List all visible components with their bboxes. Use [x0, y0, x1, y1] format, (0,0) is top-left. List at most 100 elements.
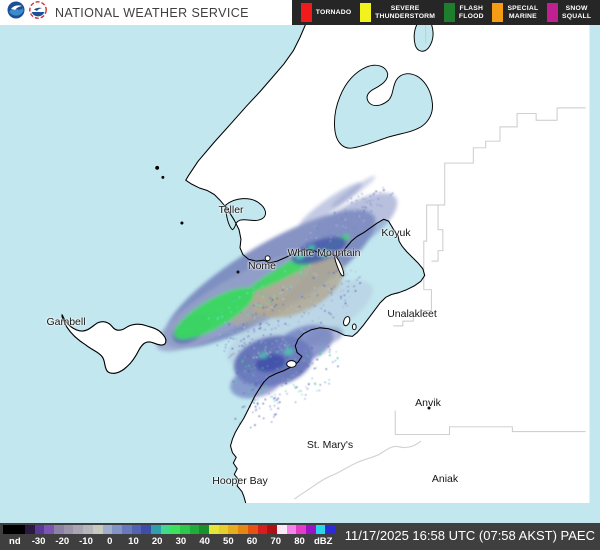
radar-speckle [292, 384, 295, 386]
colorbar-segment [296, 525, 306, 534]
radar-speckle [255, 312, 257, 315]
colorbar-tick: -10 [79, 536, 93, 547]
radar-speckle [332, 218, 334, 221]
radar-speckle [310, 288, 312, 291]
radar-speckle [306, 354, 308, 357]
radar-speckle [263, 314, 266, 316]
radar-speckle [253, 352, 255, 355]
radar-speckle [340, 297, 342, 300]
radar-speckle [266, 349, 268, 352]
radar-speckle [268, 323, 270, 326]
radar-speckle [334, 211, 336, 214]
radar-speckle [286, 288, 289, 290]
radar-speckle [285, 382, 287, 385]
radar-speckle [305, 272, 308, 275]
radar-speckle [333, 276, 336, 279]
radar-speckle [252, 392, 255, 395]
radar-speckle [248, 325, 251, 328]
radar-speckle [275, 360, 278, 363]
radar-speckle [254, 405, 257, 408]
radar-speckle [240, 312, 242, 314]
colorbar-tick: nd [9, 536, 21, 547]
radar-speckle [322, 304, 325, 307]
radar-speckle [364, 206, 366, 208]
radar-speckle [304, 394, 307, 396]
reflectivity-colorbar [3, 525, 335, 534]
warning-item-tornado: TORNADO [300, 3, 352, 22]
radar-speckle [253, 324, 255, 326]
radar-speckle [251, 338, 254, 341]
radar-speckle [324, 294, 327, 297]
radar-speckle [315, 237, 318, 239]
radar-speckle [257, 315, 260, 318]
radar-speckle [328, 240, 331, 243]
scale-bar: nd -30 -20 -10 0 10 20 30 40 50 60 70 80 dBZ 11/17/20… [0, 523, 600, 550]
colorbar-segment [141, 525, 151, 534]
radar-speckle [288, 378, 290, 381]
radar-speckle [296, 368, 299, 371]
radar-speckle [253, 287, 255, 290]
radar-speckle [240, 329, 243, 331]
radar-speckle [295, 386, 298, 388]
radar-speckle [273, 397, 275, 400]
colorbar-segment [92, 525, 103, 534]
radar-speckle [242, 359, 244, 361]
radar-speckle [273, 413, 276, 416]
radar-speckle [373, 192, 375, 195]
radar-speckle [296, 333, 299, 336]
radar-speckle [235, 320, 238, 322]
radar-speckle [275, 339, 278, 342]
radar-speckle [274, 396, 276, 399]
radar-speckle [371, 199, 374, 202]
radar-speckle [355, 203, 358, 206]
radar-speckle [277, 293, 279, 295]
radar-speckle [296, 308, 298, 310]
radar-speckle [267, 353, 270, 356]
radar-speckle [296, 305, 299, 308]
radar-speckle [313, 225, 316, 228]
radar-echo [307, 245, 316, 251]
radar-speckle [270, 328, 273, 331]
radar-speckle [324, 310, 326, 312]
radar-speckle [267, 299, 269, 302]
radar-speckle [304, 297, 307, 300]
radar-speckle [244, 356, 247, 358]
radar-speckle [250, 367, 253, 369]
radar-speckle [284, 316, 287, 318]
radar-speckle [259, 387, 262, 390]
radar-speckle [342, 233, 345, 235]
warning-item-snow-squall: SNOW SQUALL [547, 3, 591, 22]
radar-speckle [286, 356, 289, 359]
radar-speckle [344, 275, 347, 277]
colorbar-tick: 10 [128, 536, 139, 547]
colorbar-tick: -20 [55, 536, 70, 547]
radar-speckle [372, 193, 375, 196]
radar-speckle [313, 329, 316, 332]
radar-speckle [264, 347, 267, 350]
radar-speckle [328, 271, 330, 274]
radar-speckle [236, 306, 239, 309]
radar-speckle [259, 326, 262, 329]
radar-speckle [335, 270, 338, 272]
radar-speckle [305, 238, 308, 241]
radar-speckle [350, 201, 353, 204]
radar-speckle [269, 351, 272, 354]
radar-speckle [252, 356, 255, 359]
radar-speckle [259, 358, 261, 361]
radar-speckle [224, 346, 227, 349]
radar-speckle [244, 343, 246, 346]
radar-speckle [228, 306, 230, 309]
radar-speckle [252, 345, 255, 348]
radar-speckle [319, 383, 322, 386]
radar-speckle [308, 295, 310, 298]
radar-speckle [274, 413, 277, 416]
radar-speckle [233, 380, 236, 383]
radar-speckle [258, 302, 260, 305]
radar-speckle [280, 344, 283, 346]
warning-swatch [547, 3, 559, 22]
radar-speckle [239, 422, 241, 425]
radar-speckle [277, 324, 280, 327]
radar-speckle [303, 330, 305, 333]
radar-speckle [375, 190, 378, 193]
radar-speckle [307, 365, 310, 367]
